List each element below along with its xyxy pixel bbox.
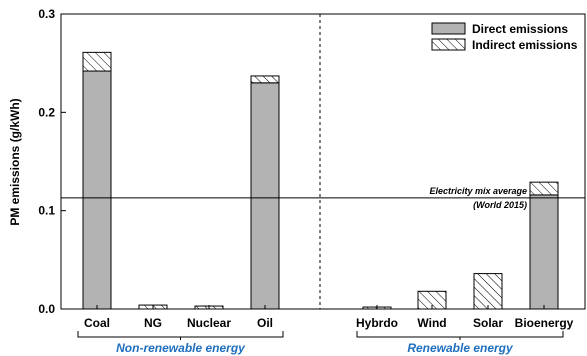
bar-direct-oil xyxy=(250,82,280,310)
x-tick-label-wind: Wind xyxy=(417,316,446,330)
group-label-renewable: Renewable energy xyxy=(407,341,514,355)
x-tick-label-coal: Coal xyxy=(84,316,110,330)
group-bracket xyxy=(77,331,284,338)
group-bracket xyxy=(356,331,564,338)
category-groups: Non-renewable energy Renewable energy xyxy=(77,331,564,355)
reference-line-sublabel: (World 2015) xyxy=(473,200,527,210)
x-tick-label-solar: Solar xyxy=(473,316,503,330)
y-tick-label: 0.0 xyxy=(38,302,55,316)
legend-label-direct: Direct emissions xyxy=(472,22,568,36)
bar-indirect-coal xyxy=(82,51,112,72)
x-tick-label-oil: Oil xyxy=(257,316,273,330)
legend-swatch-direct xyxy=(431,22,466,35)
bar-indirect-oil xyxy=(250,75,280,84)
bar-indirect-solar xyxy=(473,273,503,310)
legend-swatch-indirect xyxy=(431,38,466,51)
x-axis: Coal NG Nuclear Oil Hybrdo Wind Solar Bioenergy xyxy=(84,305,574,330)
y-axis: 0.0 0.1 0.2 0.3 xyxy=(38,7,66,316)
reference-line-group: Electricity mix average (World 2015) xyxy=(61,186,585,210)
y-axis-title: PM emissions (g/kWh) xyxy=(8,98,22,225)
bar-direct-coal xyxy=(82,70,112,310)
legend-label-indirect: Indirect emissions xyxy=(472,38,578,52)
y-tick-label: 0.2 xyxy=(38,105,55,119)
x-tick-label-bioenergy: Bioenergy xyxy=(515,316,574,330)
bar-direct-bioenergy xyxy=(529,194,559,310)
group-label-non-renewable: Non-renewable energy xyxy=(116,341,246,355)
x-tick-label-nuclear: Nuclear xyxy=(187,316,231,330)
y-tick-label: 0.1 xyxy=(38,204,55,218)
y-tick-label: 0.3 xyxy=(38,7,55,21)
plot-area-frame xyxy=(60,13,586,310)
legend: Direct emissions Indirect emissions xyxy=(431,22,578,52)
bar-indirect-bioenergy xyxy=(529,181,559,196)
x-tick-label-hybrdo: Hybrdo xyxy=(356,316,398,330)
x-tick-label-ng: NG xyxy=(144,316,162,330)
bars-layer xyxy=(82,51,559,310)
reference-line-label: Electricity mix average xyxy=(429,186,527,196)
